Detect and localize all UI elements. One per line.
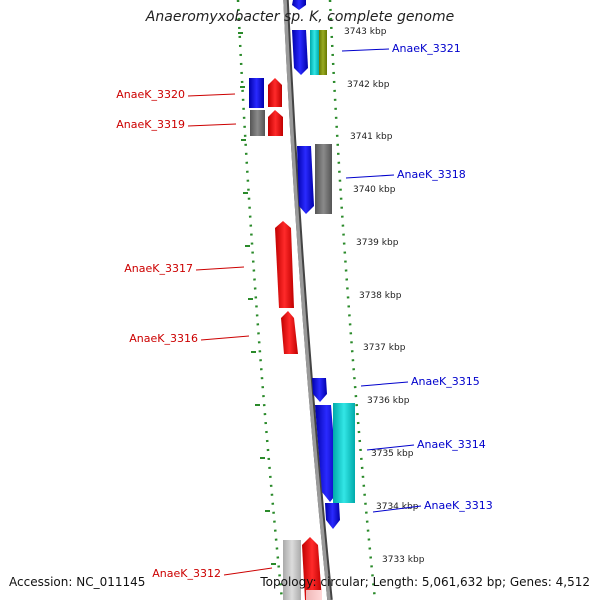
gene-label-anaek-3317: AnaeK_3317 — [124, 262, 193, 275]
gene-label-anaek-3312: AnaeK_3312 — [152, 567, 221, 580]
gene-label-anaek-3320: AnaeK_3320 — [116, 88, 185, 101]
gene-label-anaek-3316: AnaeK_3316 — [129, 332, 198, 345]
genome-backbone — [283, 0, 331, 600]
gene-block-3315 — [312, 378, 327, 402]
tick-label-3740: 3740 kbp — [353, 185, 396, 195]
gene-block-3317 — [275, 221, 294, 308]
gene-label-anaek-3319: AnaeK_3319 — [116, 118, 185, 131]
gene-block-3319b — [268, 110, 283, 136]
gene-label-anaek-3313: AnaeK_3313 — [424, 499, 493, 512]
gene-block-3321b — [310, 30, 319, 75]
tick-label-3736: 3736 kbp — [367, 396, 410, 406]
gene-label-anaek-3315: AnaeK_3315 — [411, 375, 480, 388]
outer-ring-ticks — [238, 32, 276, 565]
gene-block-3320b — [268, 78, 282, 107]
map-title: Anaeromyxobacter sp. K, complete genome — [145, 9, 455, 25]
label-leader-lines — [187, 48, 422, 576]
gene-block-3321a — [292, 30, 308, 75]
tick-label-3734: 3734 kbp — [376, 502, 419, 512]
gene-block-3316 — [281, 311, 298, 354]
gene-block-3312a — [283, 540, 301, 600]
gene-label-anaek-3318: AnaeK_3318 — [397, 168, 466, 181]
tick-label-3735: 3735 kbp — [371, 449, 414, 459]
gene-label-anaek-3321: AnaeK_3321 — [392, 42, 461, 55]
gene-block-3318b — [315, 144, 332, 214]
gene-block-3322 — [292, 0, 306, 10]
forward-genes — [292, 0, 355, 529]
gene-block-3312b — [302, 537, 322, 600]
gene-block-3314a — [315, 405, 338, 502]
gene-block-3319a — [250, 110, 265, 136]
reverse-genes — [249, 78, 322, 600]
gene-label-anaek-3314: AnaeK_3314 — [417, 438, 486, 451]
gene-block-3312c — [306, 590, 322, 600]
gene-block-3318a — [297, 146, 314, 214]
tick-label-3738: 3738 kbp — [359, 291, 402, 301]
topology-text: Topology: circular; Length: 5,061,632 bp… — [260, 575, 590, 589]
gene-block-3313 — [325, 503, 340, 529]
tick-label-3739: 3739 kbp — [356, 238, 399, 248]
tick-label-3737: 3737 kbp — [363, 343, 406, 353]
tick-label-3742: 3742 kbp — [347, 80, 390, 90]
gene-block-3321c — [319, 30, 327, 75]
accession-text: Accession: NC_011145 — [9, 575, 146, 589]
tick-label-3741: 3741 kbp — [350, 132, 393, 142]
tick-label-3743: 3743 kbp — [344, 27, 387, 37]
gene-block-3314b — [333, 403, 355, 503]
tick-label-3733: 3733 kbp — [382, 555, 425, 565]
gene-labels: AnaeK_3321 AnaeK_3320 AnaeK_3319 AnaeK_3… — [116, 42, 492, 580]
scale-tick-labels: 3743 kbp 3742 kbp 3741 kbp 3740 kbp 3739… — [344, 27, 425, 565]
gene-block-3320a — [249, 78, 264, 108]
